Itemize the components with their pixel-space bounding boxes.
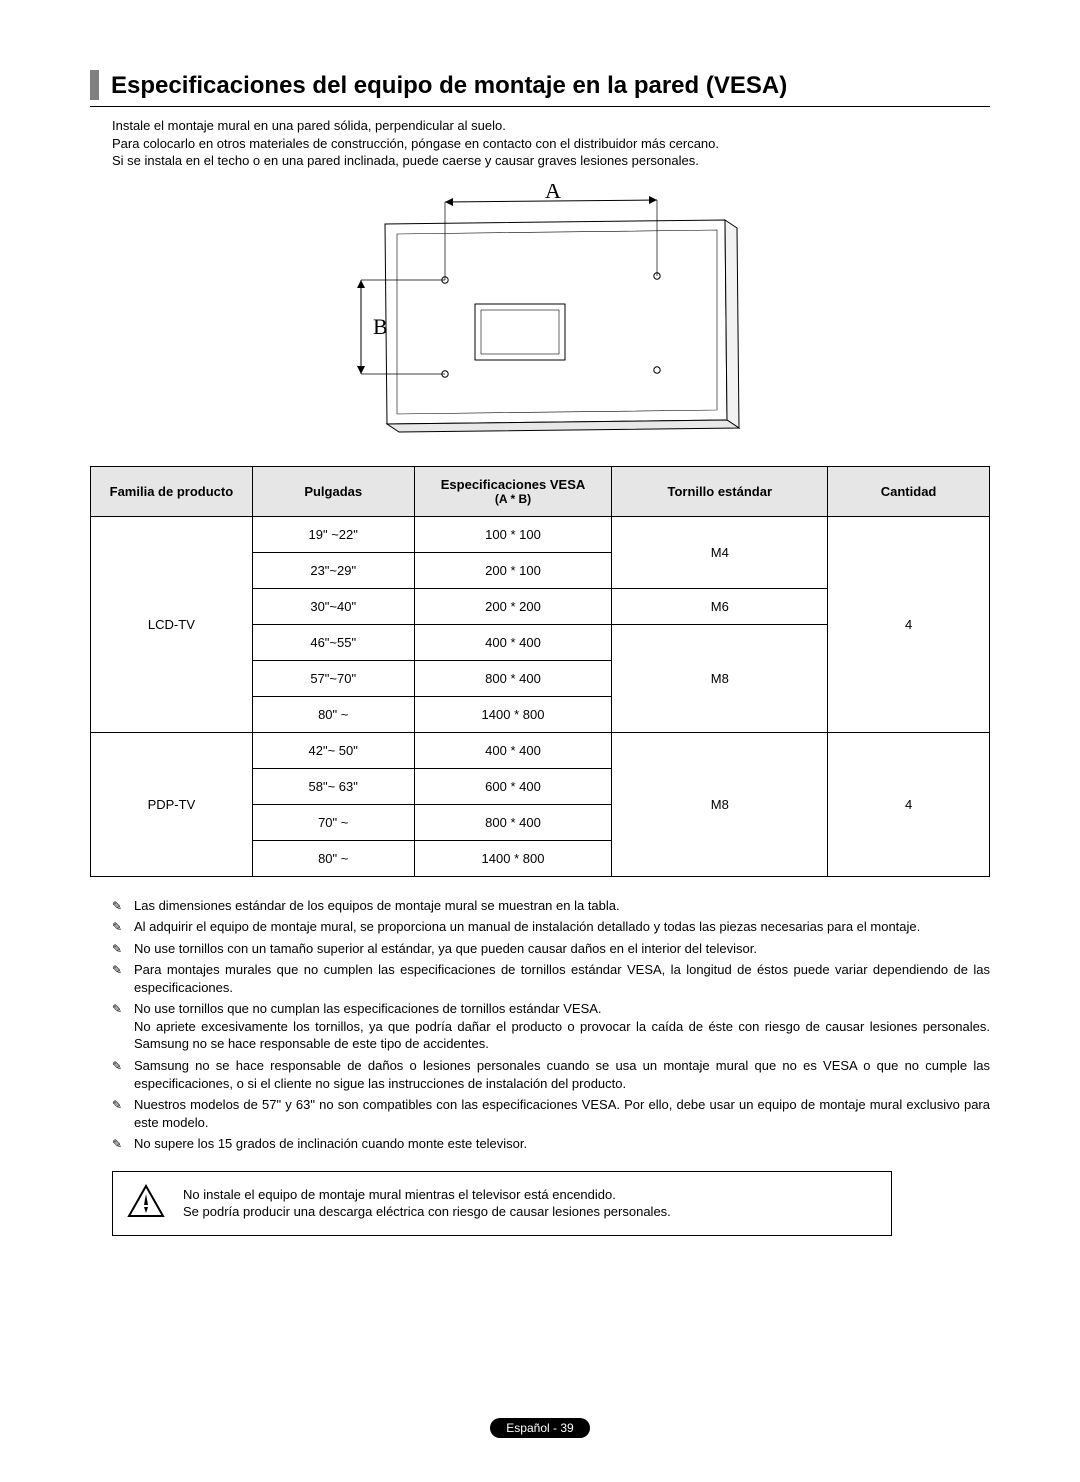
cell-family-pdp: PDP-TV (91, 732, 253, 876)
note-item: ✎ No use tornillos con un tamaño superio… (112, 940, 990, 958)
page-footer: Español - 39 (0, 1418, 1080, 1438)
col-vesa: Especificaciones VESA (A * B) (414, 466, 612, 516)
vesa-table: Familia de producto Pulgadas Especificac… (90, 466, 990, 877)
note-text: Las dimensiones estándar de los equipos … (134, 897, 990, 915)
note-item: ✎ Samsung no se hace responsable de daño… (112, 1057, 990, 1092)
note-icon: ✎ (112, 918, 134, 936)
col-inches: Pulgadas (252, 466, 414, 516)
cell-screw: M6 (612, 588, 828, 624)
note-icon: ✎ (112, 961, 134, 996)
note-item: ✎ No use tornillos que no cumplan las es… (112, 1000, 990, 1053)
cell-screw: M4 (612, 516, 828, 588)
note-icon: ✎ (112, 940, 134, 958)
cell-inches: 57"~70" (252, 660, 414, 696)
footer-label: Español - 39 (490, 1418, 589, 1438)
cell-family-lcd: LCD-TV (91, 516, 253, 732)
cell-vesa: 1400 * 800 (414, 840, 612, 876)
note-icon: ✎ (112, 897, 134, 915)
cell-inches: 70" ~ (252, 804, 414, 840)
notes-list: ✎ Las dimensiones estándar de los equipo… (112, 897, 990, 1153)
cell-vesa: 100 * 100 (414, 516, 612, 552)
cell-vesa: 400 * 400 (414, 732, 612, 768)
cell-inches: 23"~29" (252, 552, 414, 588)
note-icon: ✎ (112, 1000, 134, 1053)
note-icon: ✎ (112, 1096, 134, 1131)
col-qty: Cantidad (828, 466, 990, 516)
col-screw: Tornillo estándar (612, 466, 828, 516)
intro-line-1: Instale el montaje mural en una pared só… (112, 117, 990, 135)
cell-inches: 19" ~22" (252, 516, 414, 552)
warning-icon (127, 1184, 167, 1223)
note-icon: ✎ (112, 1057, 134, 1092)
cell-vesa: 600 * 400 (414, 768, 612, 804)
cell-inches: 46"~55" (252, 624, 414, 660)
cell-vesa: 400 * 400 (414, 624, 612, 660)
warning-box: No instale el equipo de montaje mural mi… (112, 1171, 892, 1236)
note-text: No use tornillos con un tamaño superior … (134, 940, 990, 958)
vesa-diagram: A B (90, 184, 990, 444)
note-text: Samsung no se hace responsable de daños … (134, 1057, 990, 1092)
note-text: No use tornillos que no cumplan las espe… (134, 1000, 990, 1053)
col-vesa-sub: (A * B) (421, 492, 606, 506)
table-row: LCD-TV 19" ~22" 100 * 100 M4 4 (91, 516, 990, 552)
intro-line-2: Para colocarlo en otros materiales de co… (112, 135, 990, 153)
cell-vesa: 200 * 100 (414, 552, 612, 588)
warning-line-2: Se podría producir una descarga eléctric… (183, 1203, 671, 1221)
note-item: ✎ Nuestros modelos de 57" y 63" no son c… (112, 1096, 990, 1131)
note-item: ✎ No supere los 15 grados de inclinación… (112, 1135, 990, 1153)
cell-inches: 80" ~ (252, 696, 414, 732)
diagram-label-a: A (545, 184, 561, 203)
cell-vesa: 1400 * 800 (414, 696, 612, 732)
title-row: Especificaciones del equipo de montaje e… (90, 70, 990, 107)
note-item: ✎ Las dimensiones estándar de los equipo… (112, 897, 990, 915)
col-family: Familia de producto (91, 466, 253, 516)
title-accent-bar (90, 70, 99, 100)
warning-line-1: No instale el equipo de montaje mural mi… (183, 1186, 671, 1204)
cell-inches: 80" ~ (252, 840, 414, 876)
note-text: Al adquirir el equipo de montaje mural, … (134, 918, 990, 936)
cell-vesa: 800 * 400 (414, 660, 612, 696)
cell-inches: 30"~40" (252, 588, 414, 624)
page: Especificaciones del equipo de montaje e… (0, 0, 1080, 1482)
warning-text: No instale el equipo de montaje mural mi… (183, 1186, 671, 1221)
cell-inches: 58"~ 63" (252, 768, 414, 804)
note-text: No supere los 15 grados de inclinación c… (134, 1135, 990, 1153)
diagram-label-b: B (373, 314, 388, 339)
table-row: PDP-TV 42"~ 50" 400 * 400 M8 4 (91, 732, 990, 768)
cell-screw: M8 (612, 624, 828, 732)
note-item: ✎ Para montajes murales que no cumplen l… (112, 961, 990, 996)
note-text: Para montajes murales que no cumplen las… (134, 961, 990, 996)
page-title: Especificaciones del equipo de montaje e… (111, 72, 787, 100)
col-vesa-label: Especificaciones VESA (441, 477, 586, 492)
cell-qty-pdp: 4 (828, 732, 990, 876)
note-icon: ✎ (112, 1135, 134, 1153)
table-header-row: Familia de producto Pulgadas Especificac… (91, 466, 990, 516)
intro-text: Instale el montaje mural en una pared só… (112, 117, 990, 170)
cell-vesa: 200 * 200 (414, 588, 612, 624)
cell-inches: 42"~ 50" (252, 732, 414, 768)
note-text: Nuestros modelos de 57" y 63" no son com… (134, 1096, 990, 1131)
cell-screw: M8 (612, 732, 828, 876)
intro-line-3: Si se instala en el techo o en una pared… (112, 152, 990, 170)
note-item: ✎ Al adquirir el equipo de montaje mural… (112, 918, 990, 936)
cell-vesa: 800 * 400 (414, 804, 612, 840)
cell-qty-lcd: 4 (828, 516, 990, 732)
